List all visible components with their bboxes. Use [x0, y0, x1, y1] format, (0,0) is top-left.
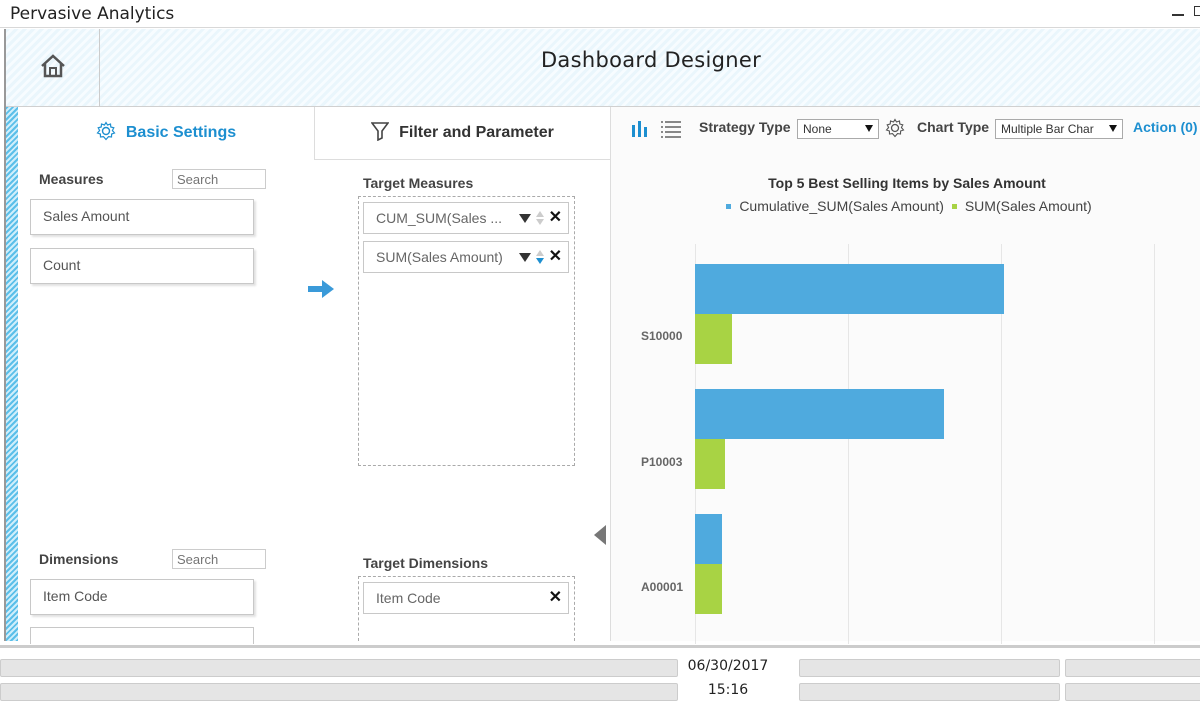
legend-label[interactable]: SUM(Sales Amount)	[964, 198, 1092, 214]
measures-search-input[interactable]	[172, 169, 266, 189]
gridline	[1001, 244, 1002, 644]
home-icon	[39, 53, 67, 84]
status-bar: 06/30/2017 15:16	[0, 645, 1200, 701]
gridline	[1154, 244, 1155, 644]
dimension-item[interactable]	[30, 627, 254, 644]
tab-basic-settings[interactable]: Basic Settings	[18, 107, 314, 159]
header: Dashboard Designer	[6, 29, 1200, 107]
legend-swatch-cumulative	[726, 203, 732, 209]
dimension-item[interactable]: Item Code	[30, 579, 254, 615]
target-dimensions-dropzone[interactable]: Item Code ✕	[358, 576, 575, 641]
app-frame: Dashboard Designer Basic Settings Filter…	[4, 29, 1200, 644]
target-measures-label: Target Measures	[363, 175, 474, 191]
bar-cumulative-p10003[interactable]	[695, 389, 944, 439]
sort-icon[interactable]	[535, 211, 544, 225]
page-title: Dashboard Designer	[540, 48, 762, 72]
bar-chart-view-icon[interactable]	[631, 121, 651, 142]
collapse-panel-icon[interactable]	[594, 525, 606, 545]
target-dimension-label: Item Code	[376, 590, 441, 606]
target-dimensions-label: Target Dimensions	[363, 555, 488, 571]
window-titlebar: Pervasive Analytics	[0, 0, 1200, 28]
gear-icon	[96, 120, 116, 146]
list-view-icon[interactable]	[661, 120, 681, 143]
strategy-settings-gear-icon[interactable]	[885, 118, 905, 143]
chart-plot-area: S10000 P10003 A00001	[611, 244, 1200, 644]
dimensions-label: Dimensions	[39, 551, 119, 567]
gridline	[848, 244, 849, 644]
dropdown-arrow-icon[interactable]	[518, 252, 531, 262]
remove-icon[interactable]: ✕	[548, 209, 562, 226]
settings-panel: Basic Settings Filter and Parameter Meas…	[18, 107, 610, 644]
action-link[interactable]: Action (0)	[1133, 119, 1198, 135]
maximize-button[interactable]	[1194, 6, 1200, 16]
status-cell	[1065, 659, 1200, 677]
status-cell	[799, 659, 1060, 677]
chevron-down-icon	[865, 125, 873, 132]
status-date: 06/30/2017	[687, 658, 769, 674]
chart-legend: Cumulative_SUM(Sales Amount) SUM(Sales A…	[611, 198, 1200, 214]
filter-icon	[370, 121, 390, 146]
tab-filter-parameter[interactable]: Filter and Parameter	[314, 107, 610, 160]
move-right-arrow-icon[interactable]	[308, 280, 334, 303]
strategy-type-label: Strategy Type	[699, 119, 791, 135]
target-measure-item[interactable]: CUM_SUM(Sales ... ✕	[363, 202, 569, 234]
bar-sum-s10000[interactable]	[695, 314, 732, 364]
bar-cumulative-s10000[interactable]	[695, 264, 1004, 314]
bar-sum-a00001[interactable]	[695, 564, 722, 614]
target-measure-item[interactable]: SUM(Sales Amount) ✕	[363, 241, 569, 273]
minimize-button[interactable]	[1172, 14, 1184, 16]
legend-swatch-sum	[951, 203, 957, 209]
chart-title: Top 5 Best Selling Items by Sales Amount	[768, 175, 1046, 191]
bar-cumulative-a00001[interactable]	[695, 514, 722, 564]
window-title: Pervasive Analytics	[10, 4, 175, 24]
target-measure-label: SUM(Sales Amount)	[376, 249, 503, 265]
remove-icon[interactable]: ✕	[548, 248, 562, 265]
status-time: 15:16	[707, 682, 749, 698]
target-dimension-item[interactable]: Item Code ✕	[363, 582, 569, 614]
category-label: P10003	[641, 455, 683, 469]
chart-type-label: Chart Type	[917, 119, 990, 135]
dropdown-arrow-icon[interactable]	[518, 213, 531, 223]
category-label: A00001	[641, 580, 684, 594]
status-cell	[799, 683, 1060, 701]
home-button[interactable]	[6, 29, 100, 107]
target-measure-label: CUM_SUM(Sales ...	[376, 210, 503, 226]
tab-basic-settings-label: Basic Settings	[125, 124, 237, 141]
chart-toolbar: Strategy Type None Chart Type Multiple B…	[611, 107, 1200, 151]
remove-icon[interactable]: ✕	[548, 589, 562, 606]
panel-resize-handle[interactable]	[6, 107, 18, 641]
chart-type-select[interactable]: Multiple Bar Char	[995, 119, 1123, 139]
chart-type-value: Multiple Bar Char	[1001, 122, 1094, 136]
strategy-type-select[interactable]: None	[797, 119, 879, 139]
chart-panel: Strategy Type None Chart Type Multiple B…	[610, 107, 1200, 644]
measures-label: Measures	[39, 171, 104, 187]
bar-sum-p10003[interactable]	[695, 439, 725, 489]
legend-label[interactable]: Cumulative_SUM(Sales Amount)	[739, 198, 944, 214]
tab-filter-parameter-label: Filter and Parameter	[399, 124, 554, 141]
dimensions-search-input[interactable]	[172, 549, 266, 569]
target-measures-dropzone[interactable]: CUM_SUM(Sales ... ✕ SUM(Sales Amount) ✕	[358, 196, 575, 466]
chevron-down-icon	[1109, 125, 1117, 132]
sort-descending-icon[interactable]	[535, 250, 544, 264]
status-cell	[0, 659, 678, 677]
strategy-type-value: None	[803, 122, 832, 136]
measure-item[interactable]: Sales Amount	[30, 199, 254, 235]
category-label: S10000	[641, 329, 683, 343]
measure-item[interactable]: Count	[30, 248, 254, 284]
status-cell	[0, 683, 678, 701]
status-cell	[1065, 683, 1200, 701]
